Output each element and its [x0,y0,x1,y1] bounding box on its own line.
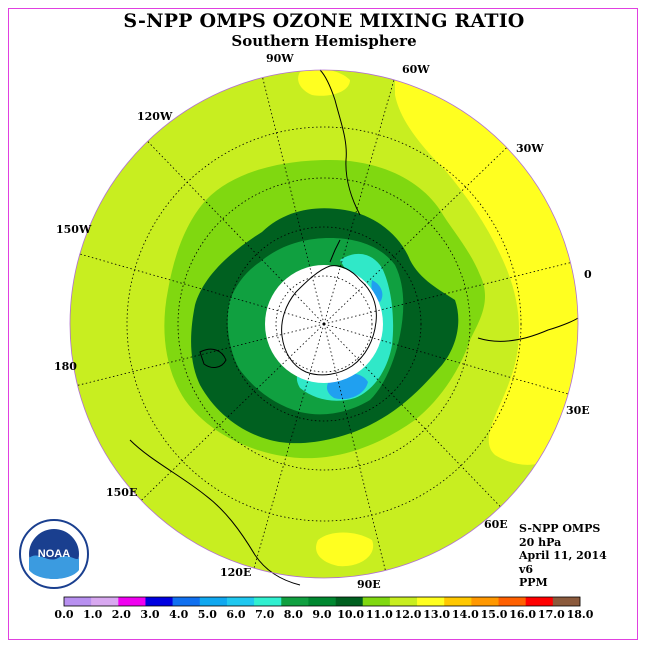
colorbar-outline [63,596,581,607]
info-date: April 11, 2014 [519,549,607,562]
colorbar-label: 0.0 [54,608,74,621]
colorbar-label: 16.0 [509,608,537,621]
colorbar-label: 7.0 [255,608,275,621]
lon-label-0: 0 [584,268,592,281]
colorbar-segment [444,597,472,606]
colorbar-segment [362,597,391,606]
south-america-coastline [319,69,361,216]
plot-frame [8,8,638,640]
pole-marker [322,322,326,326]
africa-coastline [477,317,579,342]
colorbar-label: 6.0 [226,608,246,621]
colorbar-label: 18.0 [566,608,594,621]
colorbar-label: 12.0 [394,608,422,621]
colorbar-label: 10.0 [337,608,365,621]
colorbar-label: 4.0 [169,608,189,621]
info-units: PPM [519,576,548,589]
colorbar-label: 13.0 [423,608,451,621]
map-title: S-NPP OMPS OZONE MIXING RATIO [123,10,525,32]
colorbar-label: 15.0 [480,608,508,621]
colorbar-segment [226,597,255,606]
colorbar-segment [254,597,282,606]
noaa-logo-text: NOAA [38,548,70,560]
colorbar-segment [389,597,418,606]
colorbar [63,596,581,607]
latitude-circles [126,126,522,522]
new-zealand-coastline [199,348,227,368]
info-instrument: S-NPP OMPS [519,522,601,535]
colorbar-segment [118,597,146,606]
lon-label-90w: 90W [266,52,294,65]
australia-coastline [129,439,301,586]
colorbar-label: 5.0 [197,608,217,621]
colorbar-segment [172,597,201,606]
colorbar-segment [199,597,228,606]
colorbar-label: 11.0 [365,608,393,621]
colorbar-label: 8.0 [283,608,303,621]
colorbar-label: 9.0 [312,608,332,621]
lon-label-150e: 150E [106,486,137,499]
contour-12-13-south [316,532,374,567]
colorbar-label: 14.0 [451,608,479,621]
info-version: v6 [519,562,534,576]
lon-label-60w: 60W [402,63,430,76]
lon-label-30w: 30W [516,142,544,155]
colorbar-label: 3.0 [140,608,160,621]
colorbar-segment [525,597,554,606]
colorbar-label: 2.0 [111,608,131,621]
lon-label-120e: 120E [220,566,251,579]
lon-label-180: 180 [54,360,77,373]
noaa-logo: NOAA [19,519,89,589]
lon-label-150w: 150W [56,223,92,236]
info-level: 20 hPa [519,535,562,549]
colorbar-segment [308,597,336,606]
antarctica-coastline [281,239,377,376]
lon-label-30e: 30E [566,404,590,417]
map-border-circle [69,69,579,579]
colorbar-segment [145,597,173,606]
longitude-labels: 90W 60W 30W 0 30E 60E 90E 120E 150E 180 … [54,52,592,591]
contour-12-13-north [298,70,350,96]
info-block: S-NPP OMPS 20 hPa April 11, 2014 v6 PPM [519,522,607,590]
colorbar-label: 1.0 [83,608,103,621]
colorbar-segment [281,597,309,606]
lon-label-90e: 90E [357,578,381,591]
lon-label-120w: 120W [137,110,173,123]
colorbar-label: 17.0 [537,608,565,621]
coastlines [129,69,579,586]
colorbar-segment [335,597,364,606]
colorbar-segment [417,597,445,606]
colorbar-segment [471,597,499,606]
map-subtitle: Southern Hemisphere [231,32,417,50]
colorbar-segment [498,597,526,606]
colorbar-segment [552,597,581,606]
colorbar-segment [64,597,92,606]
lon-label-60e: 60E [484,518,508,531]
colorbar-segment [91,597,119,606]
